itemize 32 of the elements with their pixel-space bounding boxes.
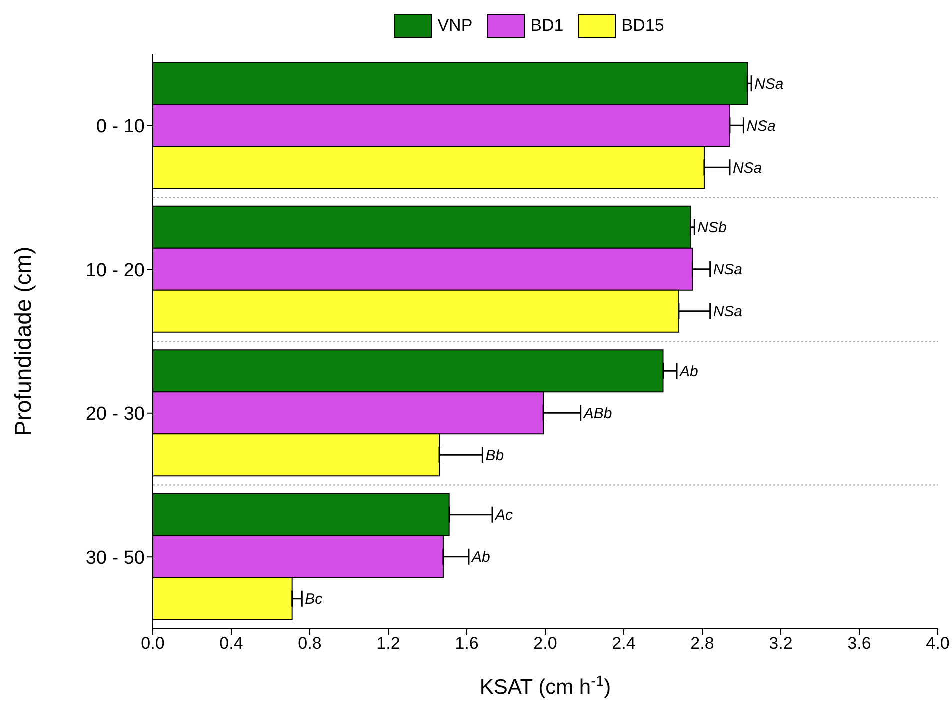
legend-label: VNP [438,16,473,36]
x-tick-label: 0.4 [220,634,244,654]
data-label: Bc [305,591,324,608]
data-label: NSa [746,118,776,135]
x-tick-label: 3.6 [848,634,872,654]
data-label: Ac [494,507,514,524]
legend-label: BD15 [622,16,664,36]
data-label: NSa [713,262,743,279]
x-tick-label: 2.8 [690,634,714,654]
legend-label: BD1 [530,16,564,36]
x-axis-title: KSAT (cm h$^{-1}$) [480,674,612,699]
x-tick-label: 0.8 [298,634,322,654]
y-tick-label: 30 - 50 [86,548,145,569]
data-label: Bb [486,447,504,464]
x-tick-label: 1.6 [455,634,479,654]
x-tick-label: 2.4 [612,634,636,654]
x-tick-label: 3.2 [769,634,793,654]
y-tick-label: 20 - 30 [86,404,145,426]
y-tick-label: 0 - 10 [96,116,145,138]
x-tick-label: 4.0 [926,634,950,654]
data-label: Ab [678,363,698,380]
y-tick-label: 10 - 20 [86,260,145,282]
data-label: NSa [732,160,762,177]
y-axis-title: Profundidade (cm) [10,246,36,436]
data-label: NSa [754,76,784,93]
data-label: Ab [470,549,490,566]
data-label: ABb [582,405,612,422]
data-label: NSb [698,220,727,237]
x-tick-label: 2.0 [534,634,558,654]
x-tick-label: 0.0 [141,634,165,654]
data-label: NSa [713,304,743,321]
x-tick-label: 1.2 [376,634,400,654]
